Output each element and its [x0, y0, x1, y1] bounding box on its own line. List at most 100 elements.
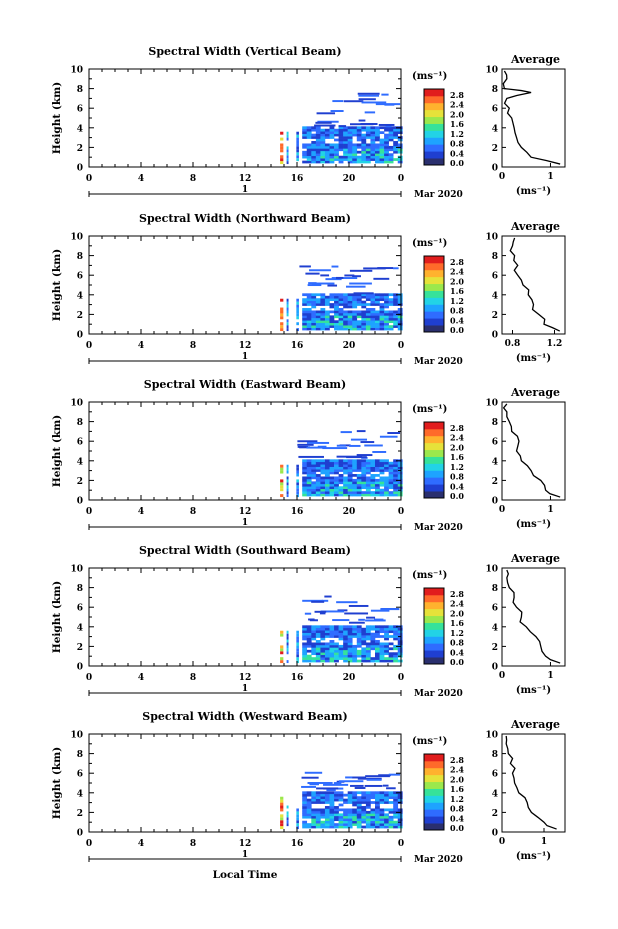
heatmap-cell: [296, 298, 299, 302]
heatmap-cell: [329, 823, 335, 826]
y-tick-label: 0: [77, 331, 83, 341]
heatmap-cell: [365, 461, 371, 465]
heatmap-cell: [338, 793, 344, 797]
heatmap-cell: [365, 630, 371, 633]
heatmap-cell: [309, 269, 331, 272]
heatmap-cell: [393, 630, 399, 633]
heatmap-cell: [286, 639, 289, 643]
heatmap-cell: [331, 277, 358, 280]
heatmap-cell: [375, 652, 380, 656]
heatmap-cell: [302, 483, 308, 487]
heatmap-cell: [332, 100, 344, 103]
heatmap-cell: [343, 150, 348, 154]
heatmap-cell: [370, 312, 376, 316]
heatmap-cell: [306, 441, 330, 444]
heatmap-cell: [384, 315, 389, 319]
heatmap-cell: [375, 325, 380, 328]
x-tick-label: 8: [190, 673, 196, 683]
heatmap-cell: [352, 131, 358, 134]
heatmap-cell: [352, 796, 358, 799]
heatmap-cell: [315, 652, 321, 656]
heatmap-cell: [347, 637, 353, 641]
heatmap-cell: [329, 322, 335, 326]
colorbar-tick-label: 2.8: [450, 755, 464, 765]
heatmap-cell: [352, 659, 358, 663]
heatmap-cell: [361, 327, 367, 331]
heatmap-cell: [365, 649, 371, 653]
heatmap-cell: [298, 455, 324, 458]
heatmap-cell: [393, 793, 399, 797]
heatmap-cell: [306, 150, 312, 154]
heatmap-cell: [315, 818, 321, 822]
heatmap-cell: [379, 813, 385, 817]
heatmap-cell: [365, 128, 371, 132]
heatmap-cell: [330, 110, 344, 112]
heatmap-cell: [343, 145, 348, 149]
heatmap-cell: [334, 308, 339, 311]
heatmap-cell: [379, 298, 385, 301]
heatmap-cell: [370, 642, 376, 646]
heatmap-cells: [280, 265, 403, 332]
heatmap-cell: [306, 471, 312, 475]
heatmap-cell: [361, 312, 367, 316]
heatmap-cell: [329, 476, 335, 480]
heatmap-cell: [306, 625, 312, 629]
heatmap-cell: [352, 491, 358, 494]
heatmap-cell: [311, 153, 317, 157]
heatmap-cell: [358, 98, 376, 101]
colorbar-tick-label: 0.0: [450, 491, 464, 501]
heatmap-cell: [384, 160, 389, 164]
profile-y-tick-label: 4: [492, 457, 498, 467]
heatmap-cell: [356, 320, 362, 324]
heatmap-cell: [361, 461, 367, 465]
heatmap-cell: [296, 660, 299, 664]
heatmap-cell: [393, 461, 399, 465]
heatmap-cell: [375, 640, 380, 643]
heatmap-cell: [329, 808, 335, 812]
heatmap-cell: [308, 618, 315, 621]
heatmap-cell: [393, 815, 399, 819]
heatmap-cell: [347, 659, 353, 663]
heatmap-cell: [356, 491, 362, 494]
heatmap-cell: [315, 474, 321, 477]
heatmap-cell: [352, 481, 358, 485]
heatmap-cell: [280, 808, 284, 812]
heatmap-cell: [286, 476, 289, 480]
heatmap-cell: [320, 793, 326, 797]
heatmap-cell: [356, 315, 362, 319]
heatmap-cell: [385, 125, 392, 128]
heatmap-cell: [375, 148, 380, 152]
heatmap-cell: [352, 310, 358, 314]
profile-y-tick-label: 6: [492, 604, 498, 614]
heatmap-cell: [311, 322, 317, 326]
heatmap-cell: [329, 126, 335, 130]
heatmap-cell: [343, 632, 348, 636]
heatmap-cell: [384, 295, 389, 299]
heatmap-cell: [384, 464, 389, 467]
heatmap-cell: [352, 126, 358, 130]
heatmap-cell: [308, 282, 317, 285]
heatmap-cell: [334, 148, 339, 152]
heatmap-cell: [347, 815, 353, 819]
heatmap-cell: [343, 476, 348, 480]
heatmap-cell: [307, 782, 333, 784]
heatmap-cell: [329, 625, 335, 629]
heatmap-cell: [370, 493, 376, 497]
heatmap-cell: [324, 295, 330, 299]
heatmap-cell: [302, 469, 308, 472]
heatmap-cell: [315, 640, 321, 643]
heatmap-cell: [302, 325, 308, 328]
heatmap-cell: [347, 796, 353, 799]
heatmap-cell: [296, 143, 299, 147]
heatmap-cell: [306, 310, 312, 314]
heatmap-cell: [388, 481, 394, 485]
y-tick-label: 10: [70, 399, 83, 409]
heatmap-cell: [343, 635, 348, 638]
heatmap-cell: [379, 317, 385, 321]
heatmap-cell: [384, 632, 389, 636]
heatmap-cell: [302, 327, 308, 331]
heatmap-cell: [306, 466, 312, 470]
heatmap-cell: [379, 654, 385, 658]
heatmap-cell: [343, 128, 348, 132]
heatmap-cell: [306, 649, 312, 653]
